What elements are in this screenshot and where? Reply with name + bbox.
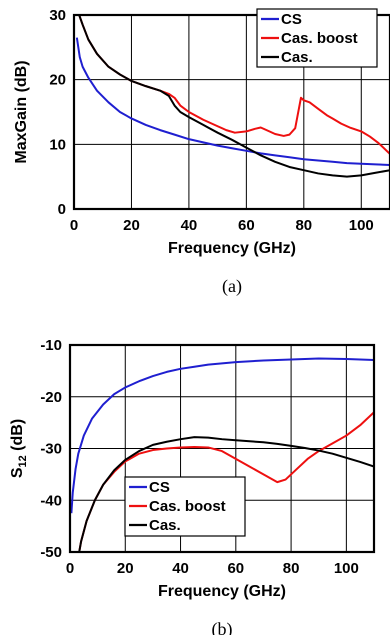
y-tick-label: 20 <box>49 72 66 89</box>
legend-b: CS Cas. boost Cas. <box>124 476 246 537</box>
x-ticks-a: 0 20 40 60 80 100 <box>70 217 374 234</box>
y-axis-label-b-main: S <box>9 467 26 478</box>
x-ticks-b: 0 20 40 60 80 100 <box>66 560 359 577</box>
x-tick-label: 60 <box>227 560 244 577</box>
plot-frame-b <box>68 343 376 554</box>
y-tick-label: -20 <box>40 389 62 406</box>
plot-frame-a <box>72 13 390 211</box>
chart-a: 0 20 40 60 80 100 0 10 20 30 Frequency (GHz) Max… <box>13 7 390 297</box>
x-tick-label: 0 <box>70 217 78 234</box>
series-line-cas <box>78 436 374 552</box>
chart-b: 0 20 40 60 80 100 -50 -40 -30 -20 -10 Frequency (… <box>9 337 376 635</box>
legend-a: CS Cas. boost Cas. <box>256 8 378 68</box>
y-tick-label: -40 <box>40 492 62 509</box>
y-tick-label: 0 <box>58 201 66 218</box>
legend-label: Cas. <box>149 517 181 534</box>
x-tick-label: 100 <box>349 217 374 234</box>
legend-label: CS <box>149 479 170 496</box>
x-axis-label-a: Frequency (GHz) <box>168 240 296 257</box>
legend-label: Cas. <box>281 49 313 66</box>
x-tick-label: 40 <box>172 560 189 577</box>
series-b <box>70 357 374 552</box>
legend-label: Cas. boost <box>281 30 358 47</box>
y-tick-label: -50 <box>40 544 62 561</box>
x-axis-label-b: Frequency (GHz) <box>158 583 286 600</box>
x-tick-label: 80 <box>295 217 312 234</box>
caption-a: (a) <box>222 276 242 297</box>
y-tick-label: -30 <box>40 441 62 458</box>
y-tick-label: 10 <box>49 136 66 153</box>
y-axis-label-b: S12 (dB) <box>9 419 29 478</box>
y-ticks-a: 0 10 20 30 <box>49 7 66 218</box>
x-tick-label: 80 <box>283 560 300 577</box>
y-axis-label-b-tail: (dB) <box>9 419 26 455</box>
x-tick-label: 40 <box>181 217 198 234</box>
series-line-cs <box>70 357 374 514</box>
series-line-cas <box>78 15 390 178</box>
x-tick-label: 60 <box>238 217 255 234</box>
y-axis-label-a: MaxGain (dB) <box>13 60 30 163</box>
legend-label: CS <box>281 11 302 28</box>
x-tick-label: 0 <box>66 560 74 577</box>
x-tick-label: 100 <box>334 560 359 577</box>
x-tick-label: 20 <box>117 560 134 577</box>
y-tick-label: -10 <box>40 337 62 354</box>
caption-b: (b) <box>212 619 233 635</box>
series-a <box>75 15 390 178</box>
y-tick-label: 30 <box>49 7 66 24</box>
series-line-cs <box>75 37 390 167</box>
legend-label: Cas. boost <box>149 498 226 515</box>
y-ticks-b: -50 -40 -30 -20 -10 <box>40 337 62 561</box>
y-axis-label-b-sub: 12 <box>17 455 29 467</box>
x-tick-label: 20 <box>123 217 140 234</box>
